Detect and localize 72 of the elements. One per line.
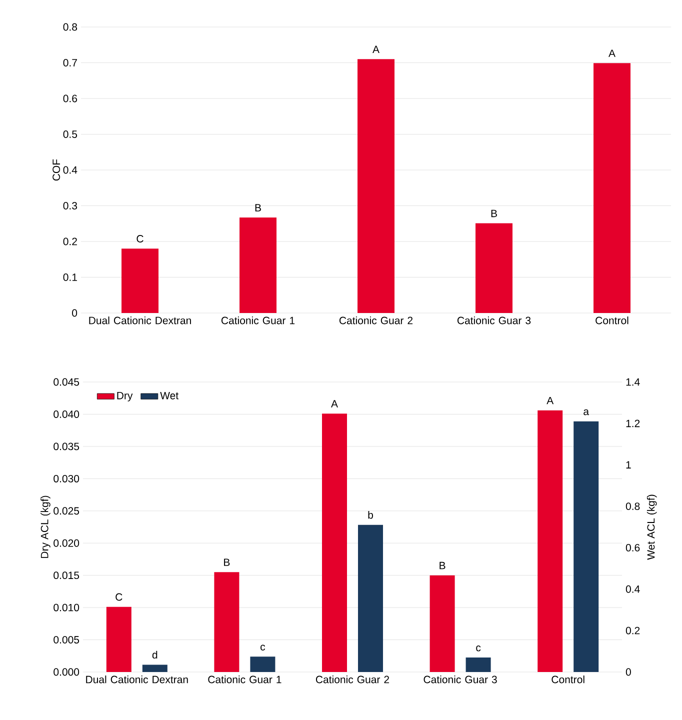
legend-label: Dry xyxy=(117,392,133,402)
y-tick-label: 0.000 xyxy=(54,668,80,676)
bar xyxy=(430,575,455,672)
x-tick-label: Control xyxy=(596,316,628,324)
y-tick-label: 0.035 xyxy=(54,442,80,450)
data-label: A xyxy=(608,50,616,57)
x-tick-label: Dual Cationic Dextran xyxy=(86,676,188,684)
y2-tick-label: 0.8 xyxy=(626,502,640,510)
y-tick-label: 0.025 xyxy=(54,507,80,515)
data-label: a xyxy=(584,409,590,416)
y2-tick-label: 1.2 xyxy=(626,420,640,428)
data-label: B xyxy=(491,210,497,218)
y-tick-label: 0.8 xyxy=(63,23,78,31)
x-tick-label: Cationic Guar 1 xyxy=(221,316,295,324)
y-tick-label: 0.3 xyxy=(63,202,78,210)
y-axis-title: COF xyxy=(52,159,60,181)
bar xyxy=(142,664,168,672)
bar xyxy=(122,248,158,313)
data-label: d xyxy=(152,650,158,659)
y-tick-label: 0.4 xyxy=(63,166,78,174)
y-tick-label: 0.040 xyxy=(54,410,80,418)
y-tick-label: 0.030 xyxy=(54,474,80,482)
x-tick-label: Cationic Guar 2 xyxy=(316,676,390,684)
y-tick-label: 0.015 xyxy=(54,572,80,580)
data-label: B xyxy=(440,562,446,570)
bar xyxy=(322,414,347,672)
y-tick-label: 0 xyxy=(72,309,78,317)
data-label: c xyxy=(476,646,481,652)
bar xyxy=(240,218,277,313)
x-tick-label: Cationic Guar 3 xyxy=(457,316,531,324)
bar xyxy=(358,524,384,672)
y-tick-label: 0.1 xyxy=(63,274,77,281)
y2-tick-label: 0 xyxy=(626,668,631,676)
data-label: c xyxy=(260,644,266,650)
x-tick-label: Cationic Guar 2 xyxy=(339,316,413,324)
y2-tick-label: 1 xyxy=(626,461,631,468)
y-tick-label: 0.045 xyxy=(54,378,80,386)
data-label: A xyxy=(331,400,338,408)
x-tick-label: Cationic Guar 1 xyxy=(208,676,282,684)
y-tick-label: 0.2 xyxy=(63,238,77,246)
y2-axis-title: Wet ACL (kgf) xyxy=(646,494,657,560)
legend-label: Wet xyxy=(160,392,178,400)
bar xyxy=(106,606,132,672)
bar xyxy=(574,421,599,672)
y2-tick-label: 0.2 xyxy=(626,626,640,634)
x-tick-label: Dual Cationic Dextran xyxy=(89,316,191,324)
y-tick-label: 0.5 xyxy=(63,130,78,138)
y-tick-label: 0.010 xyxy=(54,604,80,612)
y2-tick-label: 0.6 xyxy=(626,544,640,552)
bar xyxy=(250,656,276,672)
bar xyxy=(594,63,631,313)
y-tick-label: 0.020 xyxy=(54,539,80,547)
y-axis-title: Dry ACL (kgf) xyxy=(40,496,50,558)
y-tick-label: 0.6 xyxy=(63,94,78,102)
y2-tick-label: 0.4 xyxy=(626,585,640,593)
bar xyxy=(214,572,240,672)
x-tick-label: Cationic Guar 3 xyxy=(424,676,497,684)
y-tick-label: 0.7 xyxy=(63,59,77,66)
bar xyxy=(466,658,491,672)
bar xyxy=(476,223,513,313)
data-label: B xyxy=(255,204,261,212)
x-tick-label: Control xyxy=(552,676,584,684)
bar xyxy=(358,59,395,313)
data-label: C xyxy=(116,593,122,601)
data-label: B xyxy=(224,558,230,566)
data-label: b xyxy=(368,511,373,519)
data-label: A xyxy=(546,396,554,404)
data-label: A xyxy=(372,46,380,53)
bar xyxy=(538,410,563,672)
y2-tick-label: 1.4 xyxy=(626,378,640,386)
y-tick-label: 0.005 xyxy=(54,636,80,644)
data-label: C xyxy=(136,235,144,242)
